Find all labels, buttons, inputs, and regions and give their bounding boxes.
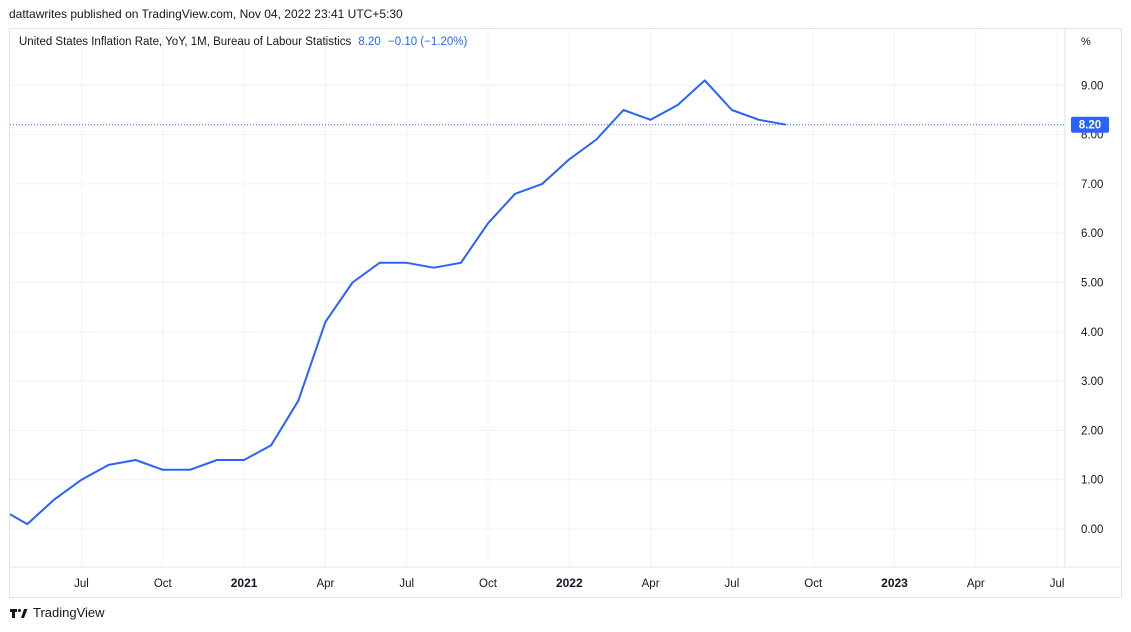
publication-info: dattawrites published on TradingView.com… — [9, 7, 403, 21]
time-axis: Jul Oct 2021 Apr Jul Oct 2022 Apr Jul Oct 2023 Apr J… — [74, 576, 1064, 590]
y-tick-label: 5.00 — [1081, 278, 1103, 290]
x-tick-label: Oct — [479, 578, 498, 590]
x-tick-label: Apr — [316, 578, 334, 590]
x-tick-label: 2023 — [881, 576, 908, 590]
y-tick-label: 7.00 — [1081, 179, 1103, 191]
x-tick-label: Jul — [1050, 578, 1065, 590]
y-tick-label: 1.00 — [1081, 475, 1103, 487]
brand-name: TradingView — [33, 605, 105, 620]
legend-title: United States Inflation Rate, YoY, 1M, B… — [19, 36, 352, 48]
x-tick-label: Oct — [154, 578, 173, 590]
tradingview-logo-icon — [10, 608, 28, 618]
legend-value: 8.20 — [358, 36, 381, 48]
chart-grid — [10, 29, 1065, 567]
tradingview-brand[interactable]: TradingView — [10, 605, 105, 620]
x-tick-label: Oct — [804, 578, 823, 590]
y-tick-label: 9.00 — [1081, 80, 1103, 92]
last-price-badge — [1071, 116, 1109, 133]
x-tick-label: 2021 — [231, 576, 258, 590]
last-price-label: 8.20 — [1071, 116, 1109, 133]
x-tick-label: 2022 — [556, 576, 583, 590]
y-tick-label: 3.00 — [1081, 376, 1103, 388]
x-tick-label: Jul — [74, 578, 89, 590]
x-tick-label: Apr — [967, 578, 985, 590]
last-price-text: 8.20 — [1079, 120, 1101, 132]
price-axis: 0.001.002.003.004.005.006.007.008.009.00 — [1081, 80, 1103, 536]
y-tick-label: 4.00 — [1081, 327, 1103, 339]
x-tick-label: Jul — [725, 578, 740, 590]
legend-change: −0.10 (−1.20%) — [388, 36, 468, 48]
x-tick-label: Jul — [399, 578, 414, 590]
y-tick-label: 6.00 — [1081, 228, 1103, 240]
series-legend[interactable]: United States Inflation Rate, YoY, 1M, B… — [19, 36, 467, 48]
chart-pane[interactable] — [9, 28, 1122, 598]
price-axis-unit: % — [1081, 36, 1091, 48]
inflation-line — [9, 79, 787, 526]
y-tick-label: 0.00 — [1081, 524, 1103, 536]
x-tick-label: Apr — [642, 578, 660, 590]
y-tick-label: 2.00 — [1081, 425, 1103, 437]
